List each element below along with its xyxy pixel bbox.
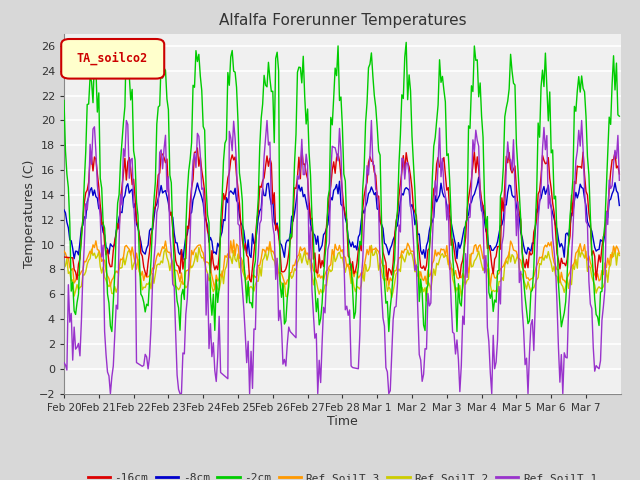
FancyBboxPatch shape (61, 39, 164, 79)
X-axis label: Time: Time (327, 415, 358, 429)
Text: TA_soilco2: TA_soilco2 (77, 51, 148, 65)
Y-axis label: Temperatures (C): Temperatures (C) (22, 159, 36, 268)
Legend: -16cm, -8cm, -2cm, Ref_SoilT_3, Ref_SoilT_2, Ref_SoilT_1: -16cm, -8cm, -2cm, Ref_SoilT_3, Ref_Soil… (83, 469, 602, 480)
Title: Alfalfa Forerunner Temperatures: Alfalfa Forerunner Temperatures (219, 13, 466, 28)
